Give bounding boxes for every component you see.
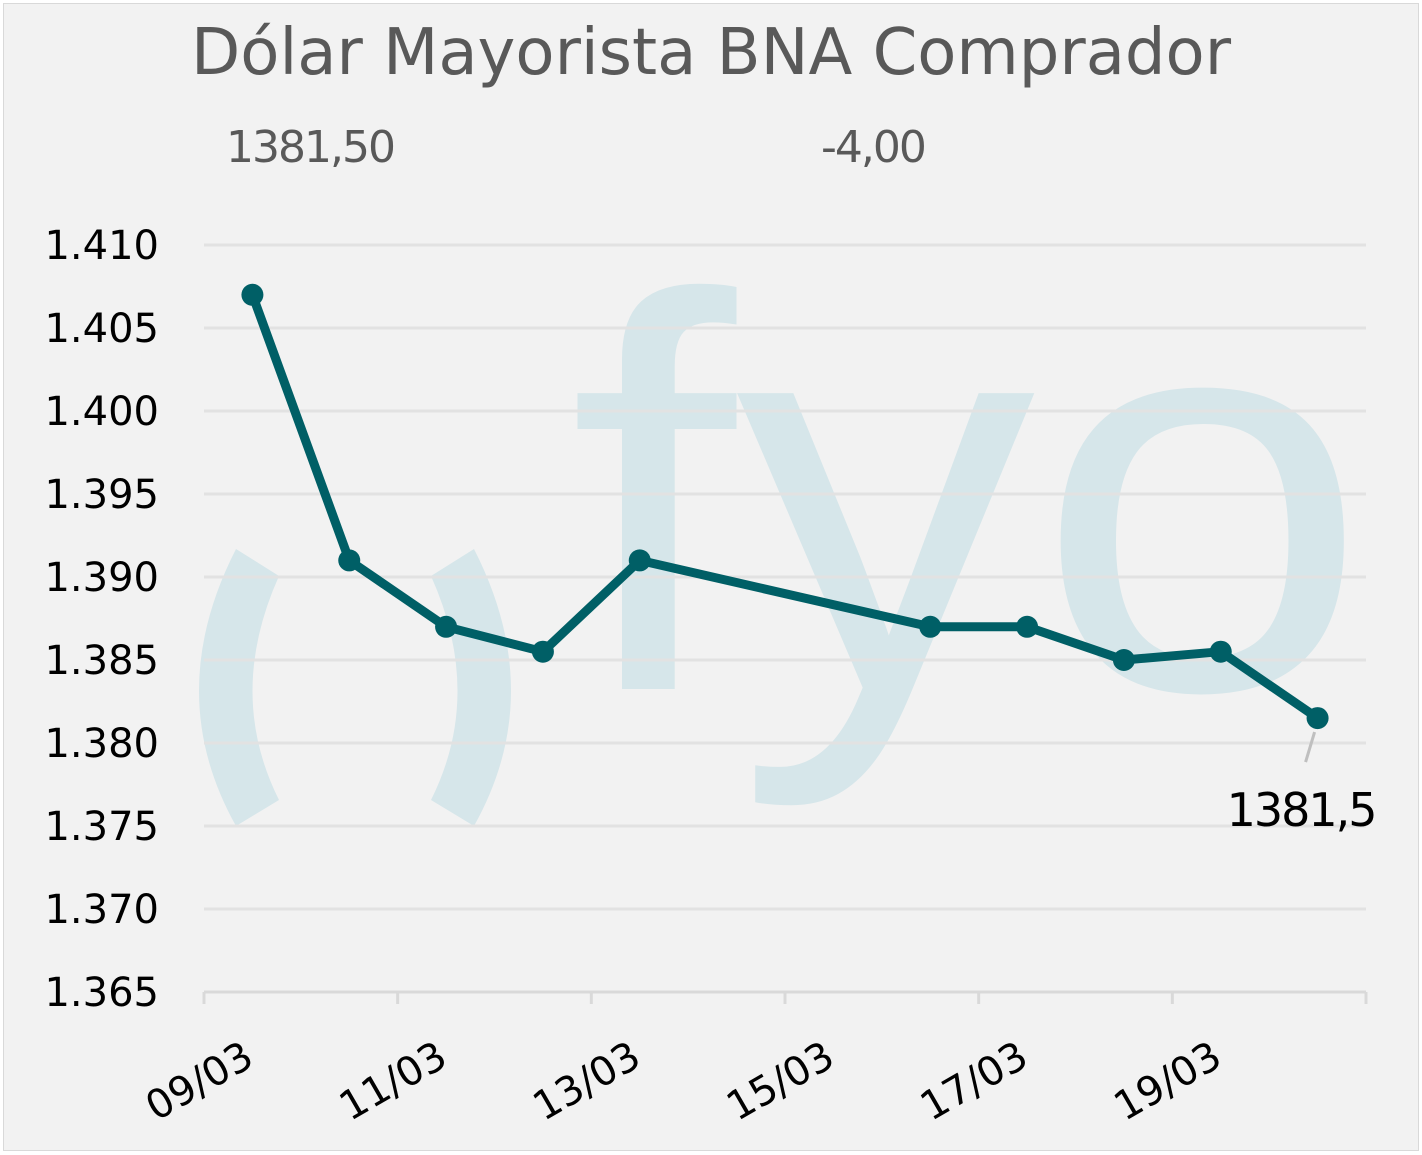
data-point (435, 615, 458, 638)
y-tick-label: 1.365 (44, 970, 159, 1016)
y-tick-label: 1.380 (44, 721, 159, 767)
data-point (919, 615, 942, 638)
watermark-right-paren (431, 549, 511, 826)
series-path (248, 293, 1321, 722)
watermark-left-paren (199, 549, 279, 826)
watermark-text: fyo (569, 182, 1369, 812)
x-tick-label: 11/03 (332, 1033, 455, 1130)
chart-container: fyo Dólar Mayorista BNA Comprador 1381,5… (3, 3, 1419, 1151)
data-labels: 1381,5 (1227, 731, 1378, 837)
x-tick-label: 19/03 (1106, 1033, 1229, 1130)
data-point (1209, 640, 1232, 663)
y-tick-label: 1.395 (44, 472, 159, 518)
data-point (241, 283, 264, 306)
y-tick-label: 1.400 (44, 389, 159, 435)
x-axis-tick-labels: 09/03 11/03 13/03 15/03 17/03 19/03 (138, 1033, 1229, 1130)
current-value: 1381,50 (226, 122, 394, 173)
y-tick-label: 1.405 (44, 306, 159, 352)
x-tick-label: 17/03 (913, 1033, 1036, 1130)
x-tick-label: 15/03 (719, 1033, 842, 1130)
data-point (531, 640, 554, 663)
data-point (1306, 707, 1329, 730)
data-label: 1381,5 (1227, 783, 1376, 837)
y-axis-tick-labels: 1.365 1.370 1.375 1.380 1.385 1.390 1.395 1.400… (44, 223, 159, 1016)
line-chart: fyo Dólar Mayorista BNA Comprador 1381,5… (44, 16, 1378, 1130)
gridlines (204, 243, 1366, 911)
watermark-logo: fyo (199, 182, 1369, 826)
y-tick-label: 1.370 (44, 887, 159, 933)
data-point (338, 549, 361, 572)
y-tick-label: 1.385 (44, 638, 159, 684)
y-tick-label: 1.390 (44, 555, 159, 601)
change-value: -4,00 (821, 122, 925, 173)
data-point (1112, 649, 1135, 671)
series-line (241, 283, 1329, 730)
x-tick-label: 09/03 (138, 1033, 261, 1130)
y-tick-label: 1.375 (44, 804, 159, 850)
data-point (628, 549, 651, 572)
y-tick-label: 1.410 (44, 223, 159, 269)
data-label-leader (1304, 731, 1317, 763)
x-tick-label: 13/03 (525, 1033, 648, 1130)
data-point (1016, 615, 1039, 638)
x-axis (202, 990, 1368, 1004)
chart-title: Dólar Mayorista BNA Comprador (191, 16, 1232, 90)
